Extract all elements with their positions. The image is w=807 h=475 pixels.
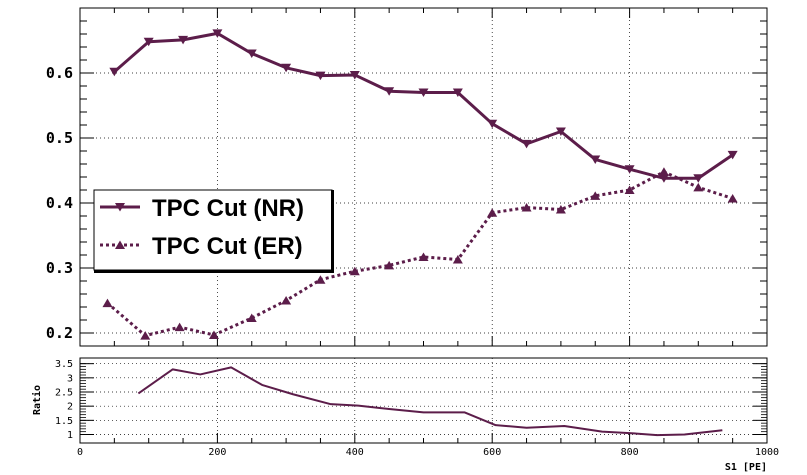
- data-point-nr: [212, 29, 223, 38]
- data-point-nr: [418, 88, 429, 97]
- data-point-er: [590, 191, 601, 200]
- x-axis-label: S1 [PE]: [725, 462, 767, 473]
- data-point-er: [140, 331, 151, 340]
- data-point-er: [246, 313, 257, 323]
- data-point-er: [349, 266, 360, 276]
- data-point-er: [555, 205, 566, 214]
- x-tick-label: 800: [621, 447, 639, 458]
- data-point-er: [658, 167, 669, 176]
- data-point-nr: [109, 67, 120, 77]
- y-tick-label: 2.5: [55, 388, 73, 399]
- data-point-nr: [143, 37, 154, 47]
- y-tick-label: 0.6: [46, 64, 73, 82]
- data-point-nr: [658, 174, 669, 183]
- data-point-er: [418, 252, 429, 261]
- data-point-nr: [693, 174, 704, 183]
- x-tick-label: 200: [208, 447, 226, 458]
- y-tick-label: 3.5: [55, 359, 73, 370]
- data-point-nr: [487, 119, 498, 129]
- legend-marker-er: [115, 240, 125, 249]
- legend-shadow-right: [331, 190, 334, 273]
- data-point-nr: [555, 127, 566, 136]
- main-plot-frame: [79, 7, 768, 347]
- x-tick-label: 600: [483, 447, 501, 458]
- data-point-nr: [349, 70, 360, 80]
- y-tick-label: 0.5: [46, 129, 73, 147]
- y-tick-label: 0.3: [46, 259, 73, 277]
- data-point-nr: [178, 35, 189, 45]
- data-point-nr: [624, 165, 635, 174]
- legend-label-nr: TPC Cut (NR): [152, 195, 304, 222]
- data-point-er: [487, 208, 498, 217]
- data-point-er: [521, 203, 532, 212]
- data-point-er: [281, 296, 292, 305]
- y-tick-label: 1.5: [55, 416, 73, 427]
- data-point-er: [693, 182, 704, 192]
- x-tick-label: 400: [346, 447, 364, 458]
- data-point-nr: [521, 139, 532, 149]
- data-point-nr: [315, 71, 326, 81]
- main-grid: [79, 8, 768, 346]
- data-point-nr: [727, 150, 738, 160]
- x-tick-label: 0: [77, 447, 83, 458]
- legend-marker-nr: [115, 203, 125, 212]
- ratio-line: [137, 366, 723, 437]
- main-series: [102, 29, 738, 340]
- ratio-y-axis-label: Ratio: [31, 385, 43, 415]
- ratio-plot: [79, 357, 768, 444]
- data-point-er: [452, 255, 463, 264]
- data-point-er: [624, 185, 635, 194]
- ratio-series: [137, 366, 723, 437]
- data-point-nr: [281, 63, 292, 73]
- data-point-er: [384, 260, 395, 270]
- legend-box: [93, 189, 333, 271]
- ratio-plot-frame: [79, 357, 768, 444]
- data-point-er: [208, 330, 219, 339]
- data-point-nr: [384, 87, 395, 96]
- y-tick-label: 1: [67, 430, 73, 441]
- y-tick-label: 3: [67, 373, 73, 384]
- data-point-nr: [452, 88, 463, 97]
- data-point-er: [727, 193, 738, 203]
- data-point-er: [102, 298, 113, 308]
- ratio-x-ticks: 0 200 400 600 800 1000: [77, 447, 779, 458]
- main-y-ticks: 0.2 0.3 0.4 0.5 0.6: [46, 20, 767, 342]
- x-tick-label: 1000: [755, 447, 779, 458]
- y-tick-label: 2: [67, 402, 73, 413]
- legend-shadow-bottom: [94, 270, 334, 273]
- y-tick-label: 0.2: [46, 324, 73, 342]
- ratio-y-ticks: 1 1.5 2 2.5 3 3.5: [55, 359, 767, 441]
- data-point-nr: [246, 49, 257, 58]
- data-point-er: [174, 322, 185, 332]
- legend: TPC Cut (NR) TPC Cut (ER): [93, 189, 334, 273]
- y-tick-label: 0.4: [46, 194, 73, 212]
- data-point-er: [315, 275, 326, 284]
- legend-label-er: TPC Cut (ER): [152, 233, 303, 260]
- data-point-nr: [590, 155, 601, 164]
- main-plot: [79, 7, 768, 347]
